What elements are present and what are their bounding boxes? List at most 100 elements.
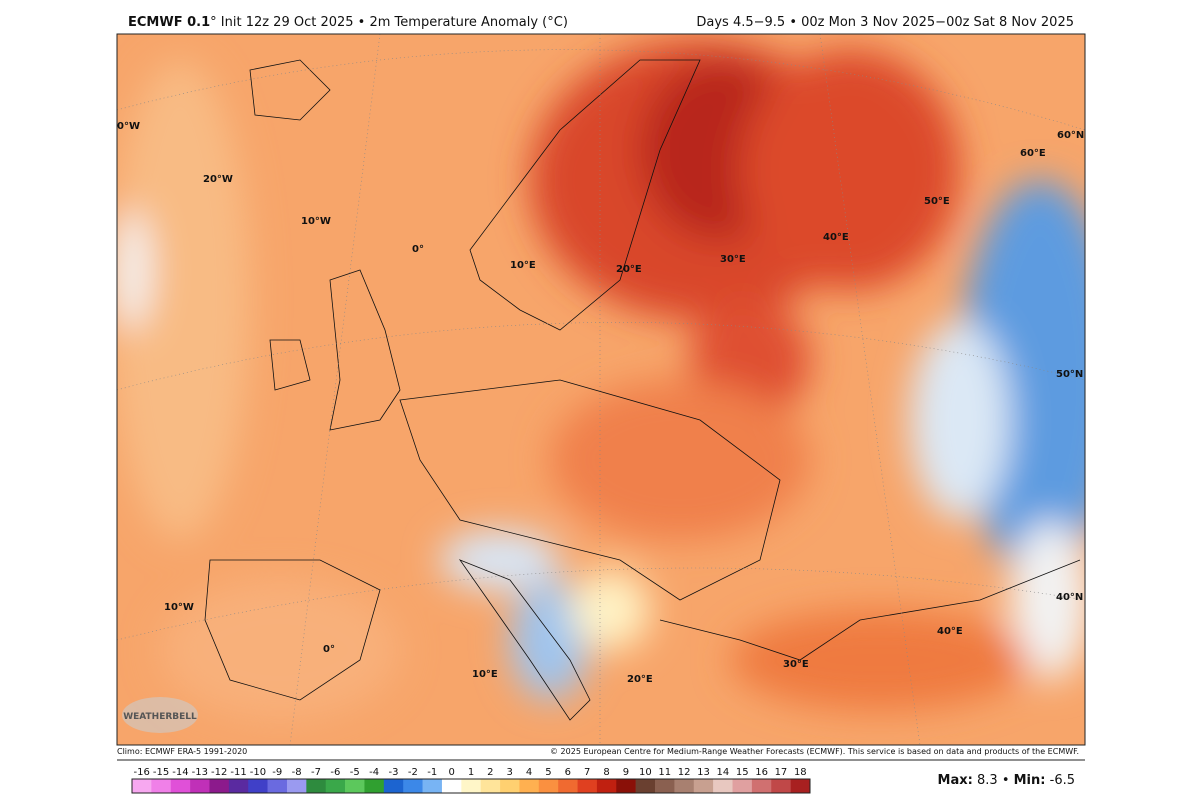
colorbar-swatch (325, 779, 346, 793)
colorbar-label: 8 (603, 767, 609, 778)
colorbar-label: -8 (292, 767, 302, 778)
colorbar-label: 9 (623, 767, 629, 778)
colorbar-label: 4 (526, 767, 532, 778)
colorbar-label: 16 (755, 767, 768, 778)
colorbar-swatch (461, 779, 481, 793)
colorbar-label: -10 (250, 767, 266, 778)
colorbar-swatch (248, 779, 268, 793)
colorbar-frame (131, 778, 811, 794)
graticule-label: 60°N (1057, 130, 1084, 141)
colorbar-label: -5 (350, 767, 360, 778)
graticule-label: 20°W (203, 174, 233, 185)
colorbar-label: 14 (716, 767, 729, 778)
colorbar-swatch (713, 779, 733, 793)
colorbar-swatch (151, 779, 172, 793)
map: 0°W 20°W 10°W 0° 10°E 20°E 30°E 40°E 50°E 60°E 60°… (117, 34, 1085, 745)
colorbar-label: 2 (487, 767, 493, 778)
colorbar-label: 15 (736, 767, 749, 778)
colorbar-label: 11 (658, 767, 671, 778)
colorbar-swatch (190, 779, 210, 793)
graticule-label: 0°W (117, 121, 140, 132)
colorbar-label: 18 (794, 767, 807, 778)
colorbar-label: -15 (153, 767, 169, 778)
colorbar-label: 1 (468, 767, 474, 778)
colorbar-label: -11 (230, 767, 246, 778)
colorbar-swatch (790, 779, 811, 793)
footer-right: © 2025 European Centre for Medium-Range … (550, 747, 1079, 756)
graticule-label: 20°E (627, 674, 653, 685)
colorbar-swatch (732, 779, 753, 793)
colorbar-swatch (596, 779, 617, 793)
colorbar-swatch (558, 779, 578, 793)
colorbar-swatch (519, 779, 540, 793)
colorbar-swatch (403, 779, 423, 793)
colorbar-label: -13 (192, 767, 208, 778)
logo: WEATHERBELL (123, 712, 197, 722)
colorbar-label: -7 (311, 767, 321, 778)
header-left: ECMWF 0.1° Init 12z 29 Oct 2025 • 2m Tem… (128, 15, 568, 30)
colorbar-label: 3 (507, 767, 513, 778)
graticule-label: 10°W (164, 602, 194, 613)
colorbar-swatch (771, 779, 791, 793)
graticule-label: 10°W (301, 216, 331, 227)
colorbar-swatch (422, 779, 443, 793)
colorbar-swatch (751, 779, 772, 793)
colorbar-label: 10 (639, 767, 652, 778)
colorbar-label: -1 (427, 767, 437, 778)
stats: Max: 8.3 • Min: -6.5 (938, 773, 1075, 788)
colorbar-swatch (577, 779, 598, 793)
logo-badge (122, 697, 198, 733)
graticule-label: 30°E (783, 659, 809, 670)
colorbar-swatch (170, 779, 191, 793)
footer-left: Climo: ECMWF ERA-5 1991-2020 (117, 747, 247, 756)
coastlines (204, 59, 1081, 721)
colorbar-label: 12 (678, 767, 691, 778)
graticule-label: 0° (412, 244, 424, 255)
colorbar-label: 6 (565, 767, 571, 778)
colorbar-label: -2 (408, 767, 418, 778)
colorbar-swatch (286, 779, 307, 793)
graticule-label: 40°E (937, 626, 963, 637)
colorbar-label: -3 (389, 767, 399, 778)
colorbar-label: 7 (584, 767, 590, 778)
colorbar-label: -6 (330, 767, 340, 778)
graticule-label: 10°E (472, 669, 498, 680)
header-right: Days 4.5−9.5 • 00z Mon 3 Nov 2025−00z Sa… (696, 15, 1074, 30)
colorbar-label: 13 (697, 767, 710, 778)
colorbar-swatch (345, 779, 365, 793)
colorbar-swatch (209, 779, 230, 793)
colorbar-swatch (383, 779, 404, 793)
colorbar-swatch (267, 779, 288, 793)
colorbar-swatch (616, 779, 636, 793)
colorbar-swatch (538, 779, 559, 793)
colorbar-swatch (500, 779, 520, 793)
colorbar-swatch (480, 779, 501, 793)
colorbar-swatch (655, 779, 675, 793)
graticule-label: 40°N (1056, 592, 1083, 603)
graticule-label: 50°N (1056, 369, 1083, 380)
graticule (117, 34, 1085, 745)
graticule-label: 10°E (510, 260, 536, 271)
colorbar-label: 0 (448, 767, 454, 778)
graticule-label: 40°E (823, 232, 849, 243)
colorbar-label: 17 (775, 767, 788, 778)
colorbar-swatch (306, 779, 327, 793)
colorbar-swatch (228, 779, 249, 793)
graticule-label: 50°E (924, 196, 950, 207)
colorbar-label: -4 (369, 767, 379, 778)
graticule-label: 0° (323, 644, 335, 655)
colorbar-label: -16 (134, 767, 150, 778)
colorbar-swatch (364, 779, 385, 793)
colorbar-swatch (132, 779, 152, 793)
graticule-label: 60°E (1020, 148, 1046, 159)
graticule-label: 30°E (720, 254, 746, 265)
colorbar-label: -14 (172, 767, 188, 778)
graticule-label: 20°E (616, 264, 642, 275)
colorbar-label: -12 (211, 767, 227, 778)
colorbar-swatch (693, 779, 714, 793)
colorbar-label: -9 (272, 767, 282, 778)
colorbar-swatch (674, 779, 695, 793)
colorbar-label: 5 (545, 767, 551, 778)
